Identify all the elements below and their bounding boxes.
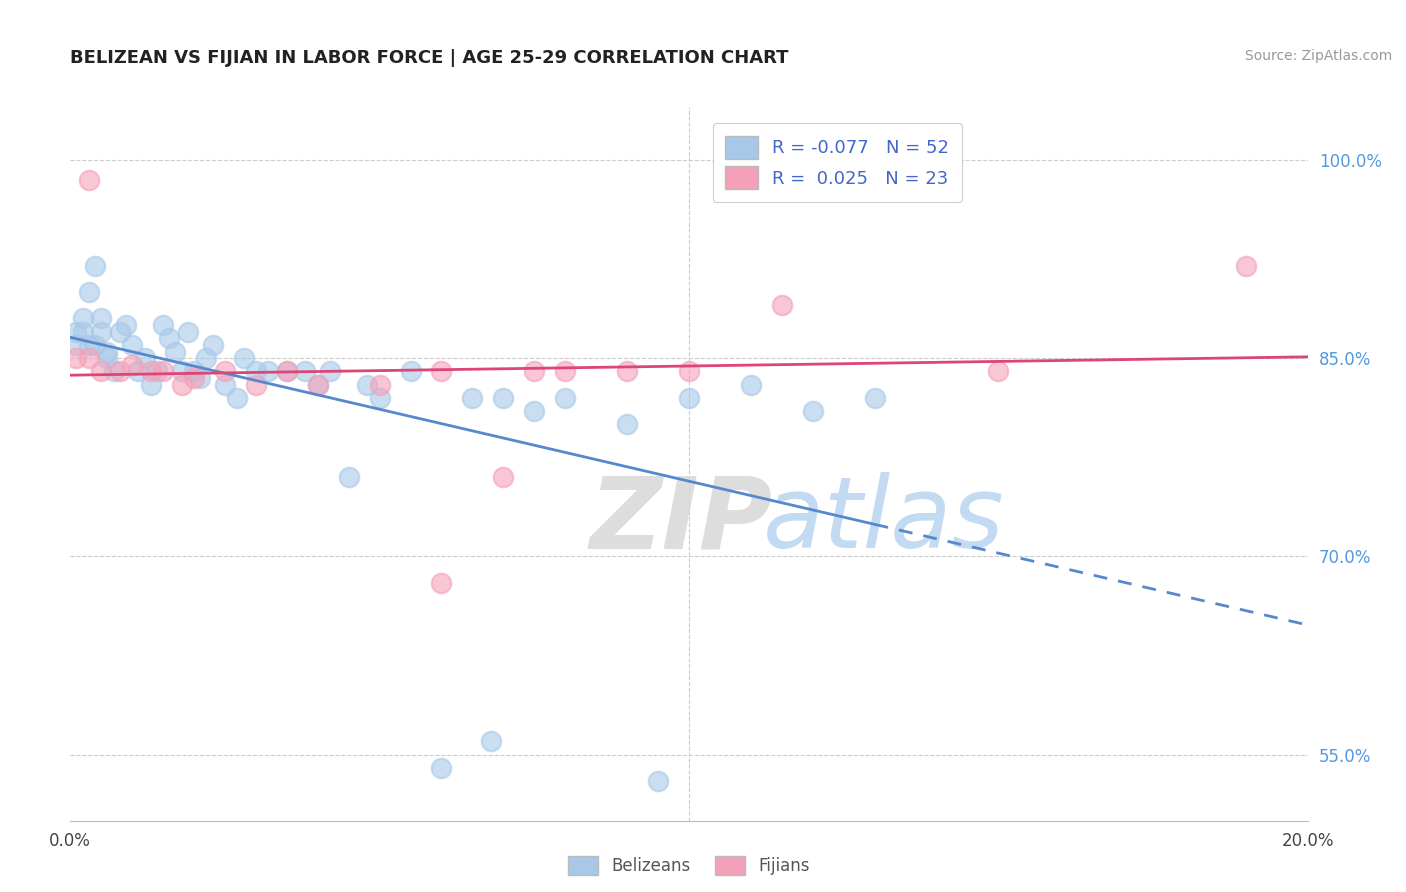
Point (84, 259, 107, 273)
Point (90, 311, 112, 326)
Point (90, 325, 112, 339)
Point (65, 338, 87, 352)
Point (276, 364, 298, 378)
Point (170, 377, 193, 392)
Text: BELIZEAN VS FIJIAN IN LABOR FORCE | AGE 25-29 CORRELATION CHART: BELIZEAN VS FIJIAN IN LABOR FORCE | AGE … (70, 49, 789, 67)
Point (319, 364, 342, 378)
Point (139, 364, 162, 378)
Point (96, 344, 118, 359)
Point (294, 364, 316, 378)
Point (307, 377, 329, 392)
Point (134, 351, 156, 365)
Point (770, 298, 793, 312)
Point (108, 325, 131, 339)
Point (65, 351, 87, 365)
Point (165, 344, 187, 359)
Point (678, 391, 700, 405)
Point (554, 364, 576, 378)
Point (554, 391, 576, 405)
Point (90, 364, 112, 378)
Point (479, 734, 502, 748)
Point (616, 417, 638, 432)
Point (195, 351, 218, 365)
Point (368, 377, 391, 392)
Point (307, 377, 329, 392)
Point (183, 371, 205, 385)
Point (157, 331, 180, 345)
Point (214, 377, 236, 392)
Point (65, 325, 87, 339)
Point (356, 377, 378, 392)
Point (108, 364, 131, 378)
Point (72, 325, 94, 339)
Point (257, 364, 280, 378)
Point (492, 391, 515, 405)
Point (368, 391, 391, 405)
Point (96, 351, 118, 365)
Point (77, 351, 100, 365)
Point (103, 364, 125, 378)
Point (183, 364, 205, 378)
Point (139, 377, 162, 392)
Point (801, 404, 824, 418)
Point (276, 364, 298, 378)
Point (337, 470, 360, 484)
Point (152, 318, 174, 332)
Point (121, 358, 143, 372)
Point (461, 391, 484, 405)
Point (77, 285, 100, 299)
Point (523, 364, 546, 378)
Point (214, 364, 236, 378)
Point (72, 311, 94, 326)
Point (430, 761, 453, 775)
Point (678, 364, 700, 378)
Point (121, 338, 143, 352)
Point (647, 774, 669, 789)
Point (245, 364, 267, 378)
Point (146, 364, 169, 378)
Point (226, 391, 249, 405)
Point (127, 364, 149, 378)
Text: ZIP: ZIP (591, 473, 773, 569)
Point (201, 338, 224, 352)
Point (177, 325, 200, 339)
Point (245, 377, 267, 392)
Point (863, 391, 886, 405)
Point (492, 470, 515, 484)
Point (430, 575, 453, 590)
Point (232, 351, 254, 365)
Point (987, 364, 1010, 378)
Point (430, 364, 453, 378)
Point (77, 338, 100, 352)
Legend: Belizeans, Fijians: Belizeans, Fijians (560, 847, 818, 884)
Point (188, 371, 211, 385)
Point (84, 338, 107, 352)
Point (152, 364, 174, 378)
Point (399, 364, 422, 378)
Point (616, 364, 638, 378)
Text: atlas: atlas (763, 473, 1005, 569)
Point (77, 172, 100, 186)
Point (740, 377, 762, 392)
Point (1234, 259, 1257, 273)
Text: Source: ZipAtlas.com: Source: ZipAtlas.com (1244, 49, 1392, 63)
Point (115, 318, 138, 332)
Point (523, 404, 546, 418)
Point (170, 364, 193, 378)
